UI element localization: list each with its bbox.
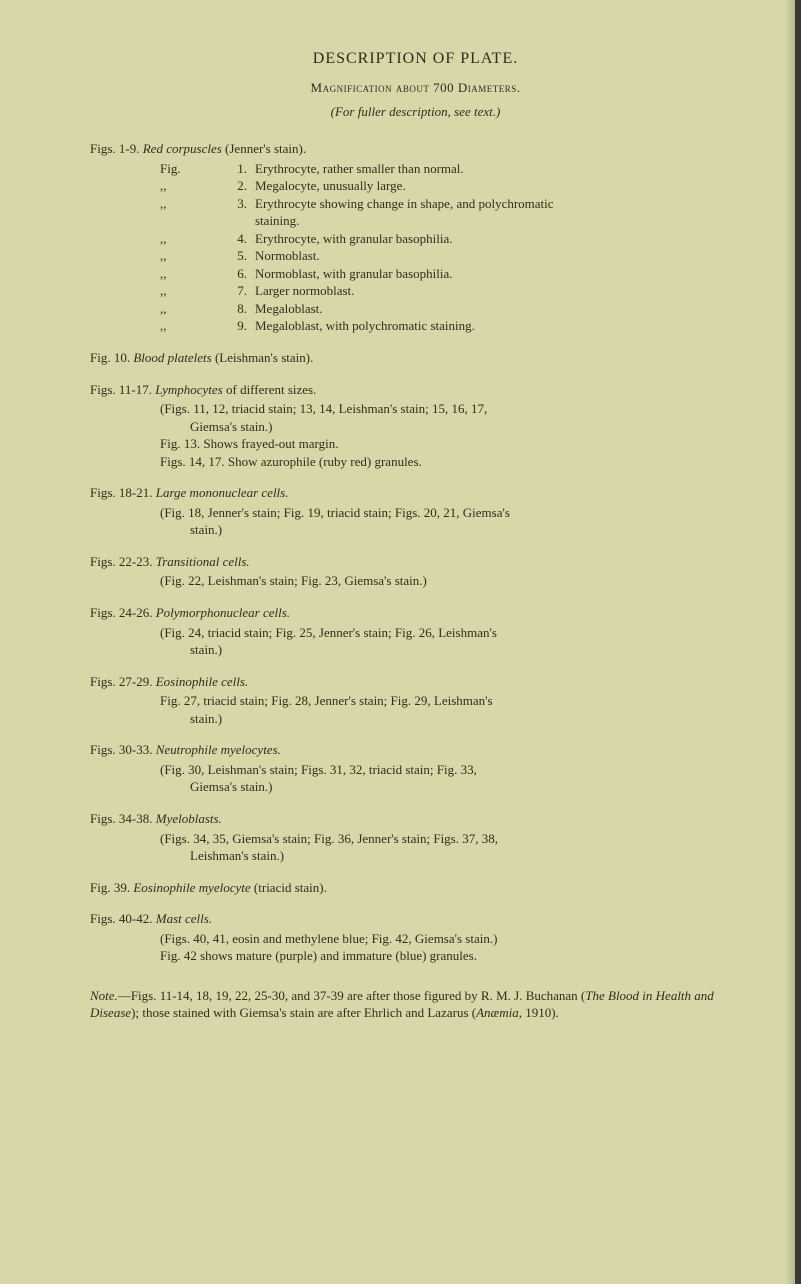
s10-a: Fig. 39. (90, 880, 133, 895)
s9-a: Figs. 34-38. (90, 811, 156, 826)
s11-b: Mast cells. (156, 911, 212, 926)
s3-l1b: Giemsa's stain.) (190, 418, 741, 436)
s8-a: Figs. 30-33. (90, 742, 156, 757)
row-text: Erythrocyte, rather smaller than normal. (255, 160, 464, 178)
row-label: ,, (160, 300, 225, 318)
note-a: Note. (90, 988, 118, 1003)
row-num: 8. (225, 300, 255, 318)
row-num: 4. (225, 230, 255, 248)
s7-l1b: stain.) (190, 710, 741, 728)
row-label: ,, (160, 265, 225, 283)
s2-c: (Leishman's stain). (212, 350, 314, 365)
section-7: Figs. 27-29. Eosinophile cells. Fig. 27,… (90, 673, 741, 728)
row-text: Erythrocyte, with granular basophilia. (255, 230, 452, 248)
s10-c: (triacid stain). (251, 880, 327, 895)
s5-a: Figs. 22-23. (90, 554, 156, 569)
section-8: Figs. 30-33. Neutrophile myelocytes. (Fi… (90, 741, 741, 796)
s6-l1b: stain.) (190, 641, 741, 659)
s2-a: Fig. 10. (90, 350, 133, 365)
page-title: DESCRIPTION OF PLATE. (90, 50, 741, 68)
section-10: Fig. 39. Eosinophile myelocyte (triacid … (90, 879, 741, 897)
s6-l1: (Fig. 24, triacid stain; Fig. 25, Jenner… (160, 624, 741, 642)
row-text: Megaloblast, with polychromatic staining… (255, 317, 475, 335)
s9-b: Myeloblasts. (156, 811, 222, 826)
row-num: 7. (225, 282, 255, 300)
s3-a: Figs. 11-17. (90, 382, 155, 397)
s1-head-c: (Jenner's stain). (222, 141, 306, 156)
row-num (225, 212, 255, 230)
s9-l1b: Leishman's stain.) (190, 847, 741, 865)
row-num: 1. (225, 160, 255, 178)
s4-l1: (Fig. 18, Jenner's stain; Fig. 19, triac… (160, 504, 741, 522)
page: DESCRIPTION OF PLATE. Magnification abou… (0, 0, 801, 1284)
note: Note.—Figs. 11-14, 18, 19, 22, 25-30, an… (90, 987, 741, 1022)
note-f: , 1910). (519, 1005, 559, 1020)
note-b: —Figs. 11-14, 18, 19, 22, 25-30, and 37-… (118, 988, 585, 1003)
s8-b: Neutrophile myelocytes. (156, 742, 281, 757)
s5-l1: (Fig. 22, Leishman's stain; Fig. 23, Gie… (160, 572, 741, 590)
row-text: Normoblast, with granular basophilia. (255, 265, 453, 283)
row-text: Megaloblast. (255, 300, 323, 318)
s1-head-a: Figs. 1-9. (90, 141, 143, 156)
s3-l2: Fig. 13. Shows frayed-out margin. (160, 435, 741, 453)
row-label: ,, (160, 177, 225, 195)
section-9: Figs. 34-38. Myeloblasts. (Figs. 34, 35,… (90, 810, 741, 865)
row-label (160, 212, 225, 230)
s11-l2: Fig. 42 shows mature (purple) and immatu… (160, 947, 741, 965)
note-d: ); those stained with Giemsa's stain are… (131, 1005, 476, 1020)
note-e: Anæmia (476, 1005, 519, 1020)
row-num: 2. (225, 177, 255, 195)
section-5: Figs. 22-23. Transitional cells. (Fig. 2… (90, 553, 741, 590)
row-text: Larger normoblast. (255, 282, 354, 300)
section-1: Figs. 1-9. Red corpuscles (Jenner's stai… (90, 140, 741, 335)
row-text: staining. (255, 212, 299, 230)
row-label: ,, (160, 230, 225, 248)
s7-a: Figs. 27-29. (90, 674, 156, 689)
s10-b: Eosinophile myelocyte (133, 880, 250, 895)
s7-b: Eosinophile cells. (156, 674, 248, 689)
s8-l1: (Fig. 30, Leishman's stain; Figs. 31, 32… (160, 761, 741, 779)
s1-head-b: Red corpuscles (143, 141, 222, 156)
s11-l1: (Figs. 40, 41, eosin and methylene blue;… (160, 930, 741, 948)
s3-c: of different sizes. (223, 382, 317, 397)
s6-b: Polymorphonuclear cells. (156, 605, 290, 620)
row-label: ,, (160, 195, 225, 213)
s9-l1: (Figs. 34, 35, Giemsa's stain; Fig. 36, … (160, 830, 741, 848)
page-subtitle2: (For fuller description, see text.) (90, 104, 741, 120)
s1-list: Fig.1.Erythrocyte, rather smaller than n… (160, 160, 741, 335)
s5-b: Transitional cells. (156, 554, 250, 569)
section-4: Figs. 18-21. Large mononuclear cells. (F… (90, 484, 741, 539)
row-text: Megalocyte, unusually large. (255, 177, 406, 195)
section-11: Figs. 40-42. Mast cells. (Figs. 40, 41, … (90, 910, 741, 965)
s11-a: Figs. 40-42. (90, 911, 156, 926)
s4-l1b: stain.) (190, 521, 741, 539)
row-text: Normoblast. (255, 247, 320, 265)
s7-l1: Fig. 27, triacid stain; Fig. 28, Jenner'… (160, 692, 741, 710)
s8-l1b: Giemsa's stain.) (190, 778, 741, 796)
s3-l1: (Figs. 11, 12, triacid stain; 13, 14, Le… (160, 400, 741, 418)
s6-a: Figs. 24-26. (90, 605, 156, 620)
s4-a: Figs. 18-21. (90, 485, 156, 500)
section-6: Figs. 24-26. Polymorphonuclear cells. (F… (90, 604, 741, 659)
row-num: 5. (225, 247, 255, 265)
row-label: ,, (160, 247, 225, 265)
page-subtitle: Magnification about 700 Diameters. (90, 80, 741, 96)
s4-b: Large mononuclear cells. (156, 485, 289, 500)
section-2: Fig. 10. Blood platelets (Leishman's sta… (90, 349, 741, 367)
s2-b: Blood platelets (133, 350, 211, 365)
row-label: ,, (160, 282, 225, 300)
row-text: Erythrocyte showing change in shape, and… (255, 195, 554, 213)
row-label: ,, (160, 317, 225, 335)
s3-l3: Figs. 14, 17. Show azurophile (ruby red)… (160, 453, 741, 471)
row-num: 9. (225, 317, 255, 335)
row-label: Fig. (160, 160, 225, 178)
s3-b: Lymphocytes (155, 382, 222, 397)
section-3: Figs. 11-17. Lymphocytes of different si… (90, 381, 741, 471)
row-num: 6. (225, 265, 255, 283)
row-num: 3. (225, 195, 255, 213)
